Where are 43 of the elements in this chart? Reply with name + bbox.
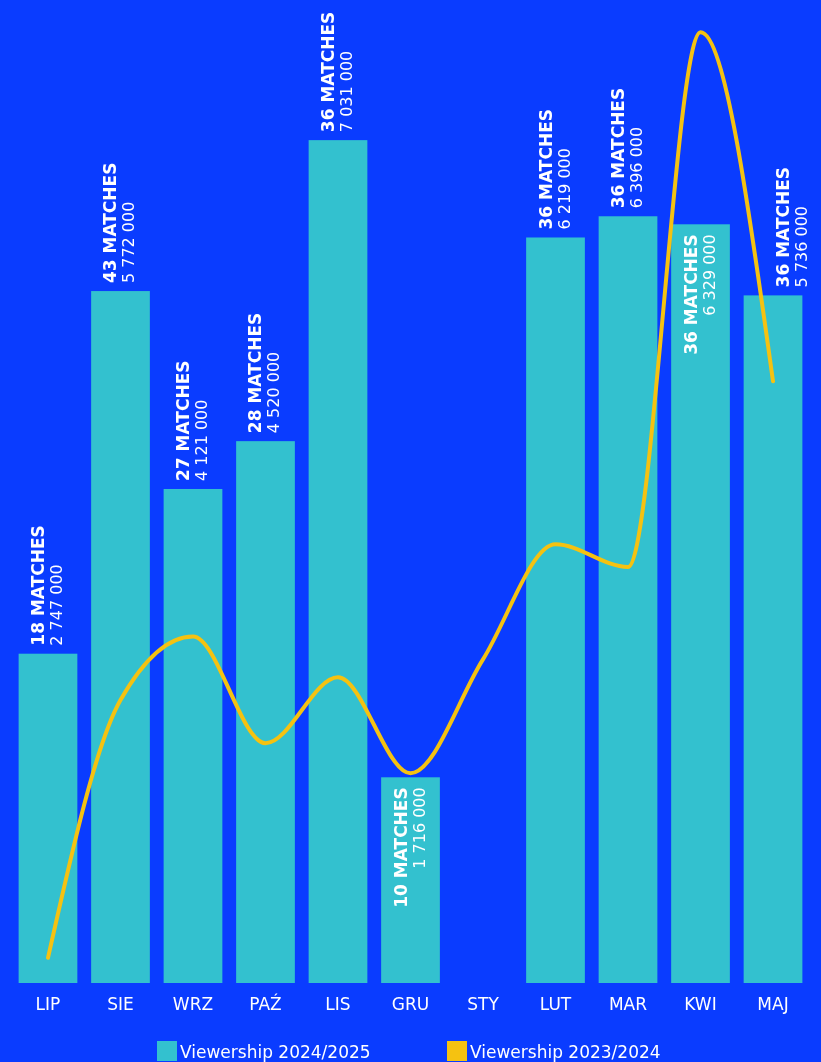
- annotation: 28 MATCHES: [245, 312, 266, 434]
- annotation: 27 MATCHES: [172, 360, 193, 481]
- x-tick-label: MAJ: [757, 994, 789, 1014]
- data-label: 4 121 000: [191, 399, 211, 481]
- x-tick-label: GRU: [391, 994, 430, 1014]
- data-label: 5 772 000: [119, 201, 139, 284]
- data-label: 7 031 000: [337, 50, 356, 133]
- x-tick-label: KWI: [684, 994, 717, 1014]
- annotation: 18 MATCHES: [27, 525, 48, 646]
- data-label: 6 329 000: [699, 234, 719, 316]
- data-label: 6 219 000: [554, 148, 574, 230]
- data-label: 6 396 000: [627, 126, 647, 209]
- bar: [743, 295, 803, 983]
- annotation: 36 MATCHES: [680, 234, 701, 355]
- x-tick-label: LIS: [325, 994, 351, 1014]
- legend-label: Viewership 2024/2025: [180, 1042, 371, 1062]
- bar: [91, 291, 150, 983]
- bar: [598, 216, 658, 983]
- x-tick-label: WRZ: [172, 994, 214, 1014]
- data-label: 4 520 000: [264, 351, 284, 434]
- annotation: 36 MATCHES: [318, 11, 338, 133]
- bar: [308, 140, 368, 983]
- annotation: 43 MATCHES: [100, 162, 121, 284]
- x-tick-label: MAR: [608, 994, 648, 1014]
- x-tick-label: LIP: [35, 994, 61, 1014]
- bar: [381, 777, 440, 983]
- x-tick-label: LUT: [539, 994, 572, 1014]
- data-label: 2 747 000: [46, 564, 66, 646]
- annotation: 10 MATCHES: [390, 787, 411, 908]
- bar: [526, 237, 585, 983]
- annotation: 36 MATCHES: [535, 108, 556, 230]
- x-tick-label: SIE: [107, 994, 134, 1014]
- data-label: 1 716 000: [409, 787, 429, 869]
- bar: [236, 441, 295, 983]
- x-tick-label: STY: [467, 994, 500, 1014]
- x-tick-label: PAŹ: [249, 993, 282, 1014]
- data-label: 5 736 000: [792, 205, 812, 288]
- legend-label: Viewership 2023/2024: [470, 1042, 661, 1062]
- bar: [163, 488, 223, 983]
- annotation: 36 MATCHES: [608, 87, 629, 209]
- bar: [671, 224, 730, 983]
- annotation: 36 MATCHES: [773, 166, 794, 288]
- bar: [18, 653, 78, 983]
